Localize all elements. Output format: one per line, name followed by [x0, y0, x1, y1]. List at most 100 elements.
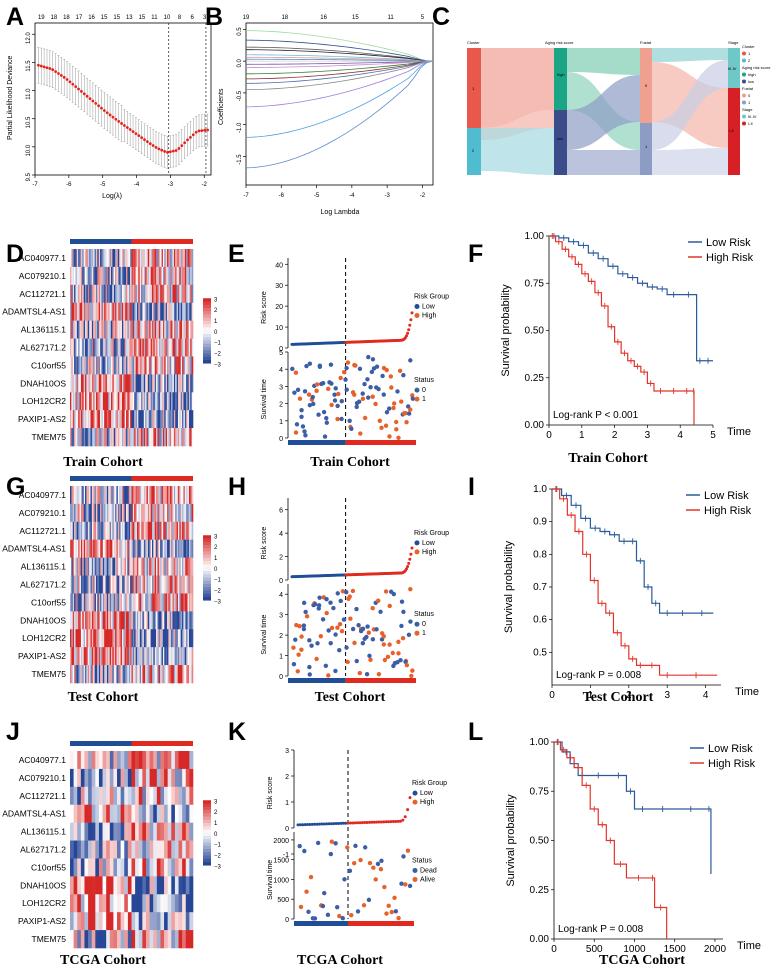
legend-label: 2: [748, 58, 751, 63]
heat-cell: [185, 822, 190, 841]
heat-cell: [173, 374, 176, 393]
heat-cell: [78, 486, 80, 505]
heat-cell: [153, 822, 158, 841]
status-point: [384, 410, 390, 415]
heat-cell: [98, 629, 101, 648]
heat-cell: [132, 302, 135, 321]
heat-cell: [164, 647, 166, 666]
status-point: [386, 406, 392, 411]
status-point: [307, 664, 312, 670]
heat-cell: [71, 249, 74, 268]
heat-cell: [126, 392, 128, 411]
risk-point: [332, 822, 336, 826]
heat-cell: [176, 410, 179, 429]
group-bar-high: [345, 440, 416, 445]
heat-cell: [112, 284, 115, 304]
heat-cell: [150, 410, 153, 429]
heat-cell: [190, 320, 192, 339]
x-tick-label: 2: [612, 430, 618, 441]
heat-cell: [153, 647, 156, 666]
y-tick-label: 0.5: [237, 27, 243, 36]
heat-cell: [89, 486, 91, 505]
status-point: [310, 394, 315, 400]
heat-cell: [121, 284, 124, 304]
heat-cell: [106, 876, 111, 895]
heat-cell: [161, 575, 164, 594]
status-point: [333, 668, 338, 674]
heat-cell: [141, 539, 143, 558]
heat-cell: [85, 320, 87, 339]
panel-label-j: J: [6, 718, 20, 746]
heat-cell: [119, 374, 121, 393]
y-tick-label: 3: [279, 384, 283, 391]
heat-cell: [95, 486, 98, 505]
heat-cell: [168, 557, 171, 576]
heat-cell: [111, 392, 113, 411]
legend-label: 1: [748, 51, 751, 56]
heat-cell: [121, 266, 124, 286]
heat-cell: [138, 876, 143, 895]
cv-point: [148, 142, 152, 145]
heat-cell: [89, 338, 91, 357]
heat-cell: [78, 302, 80, 321]
heat-cell: [173, 284, 176, 304]
group-bar-high: [131, 239, 193, 244]
heat-cell: [136, 302, 139, 321]
heat-cell: [106, 822, 111, 841]
heat-cell: [120, 428, 123, 447]
heat-cell: [152, 392, 154, 411]
heat-cell: [191, 266, 194, 286]
cv-point: [65, 78, 69, 81]
heat-cell: [75, 284, 78, 304]
heat-cell: [173, 575, 176, 594]
heat-cell: [149, 894, 154, 913]
heat-cell: [83, 557, 86, 576]
heat-cell: [80, 428, 83, 447]
heat-cell: [106, 629, 109, 648]
heat-cell: [75, 428, 78, 447]
heat-cell: [142, 284, 145, 304]
heat-cell: [188, 629, 191, 648]
heat-cell: [91, 804, 96, 823]
heat-cell: [175, 338, 177, 357]
heat-cell: [79, 392, 82, 411]
heat-cell: [156, 356, 158, 375]
y-tick-label: 0.6: [533, 615, 547, 626]
heat-cell: [76, 410, 79, 429]
heat-cell: [135, 822, 140, 841]
heat-cell: [105, 320, 108, 339]
coef-path: [245, 60, 434, 169]
heat-cell: [147, 629, 150, 648]
heat-cell: [88, 822, 93, 841]
heat-cell: [119, 486, 121, 505]
heat-cell: [138, 486, 140, 505]
heat-cell: [89, 539, 91, 558]
heat-cell: [78, 521, 80, 541]
gene-label: AL136115.1: [21, 827, 66, 837]
heat-cell: [120, 768, 125, 788]
heat-cell: [182, 575, 184, 594]
x-tick-label: 0: [549, 690, 555, 701]
heat-cell: [90, 374, 93, 393]
heat-cell: [86, 320, 89, 339]
legend-key: [742, 51, 746, 56]
heat-cell: [94, 374, 97, 393]
heat-cell: [108, 249, 110, 268]
heat-cell: [190, 486, 192, 505]
heat-cell: [185, 786, 190, 806]
heat-cell: [138, 804, 143, 823]
heat-cell: [182, 249, 184, 268]
heat-cell: [178, 876, 183, 895]
heat-cell: [167, 539, 169, 558]
heat-cell: [158, 539, 161, 558]
heat-cell: [147, 266, 150, 286]
heat-cell: [127, 593, 130, 612]
heat-cell: [175, 665, 177, 684]
heat-cell: [162, 249, 165, 268]
heat-cell: [119, 320, 121, 339]
heat-cell: [109, 876, 114, 895]
heat-cell: [93, 302, 95, 321]
heat-cell: [84, 768, 89, 788]
heat-cell: [154, 521, 157, 541]
heat-cell: [124, 410, 127, 429]
